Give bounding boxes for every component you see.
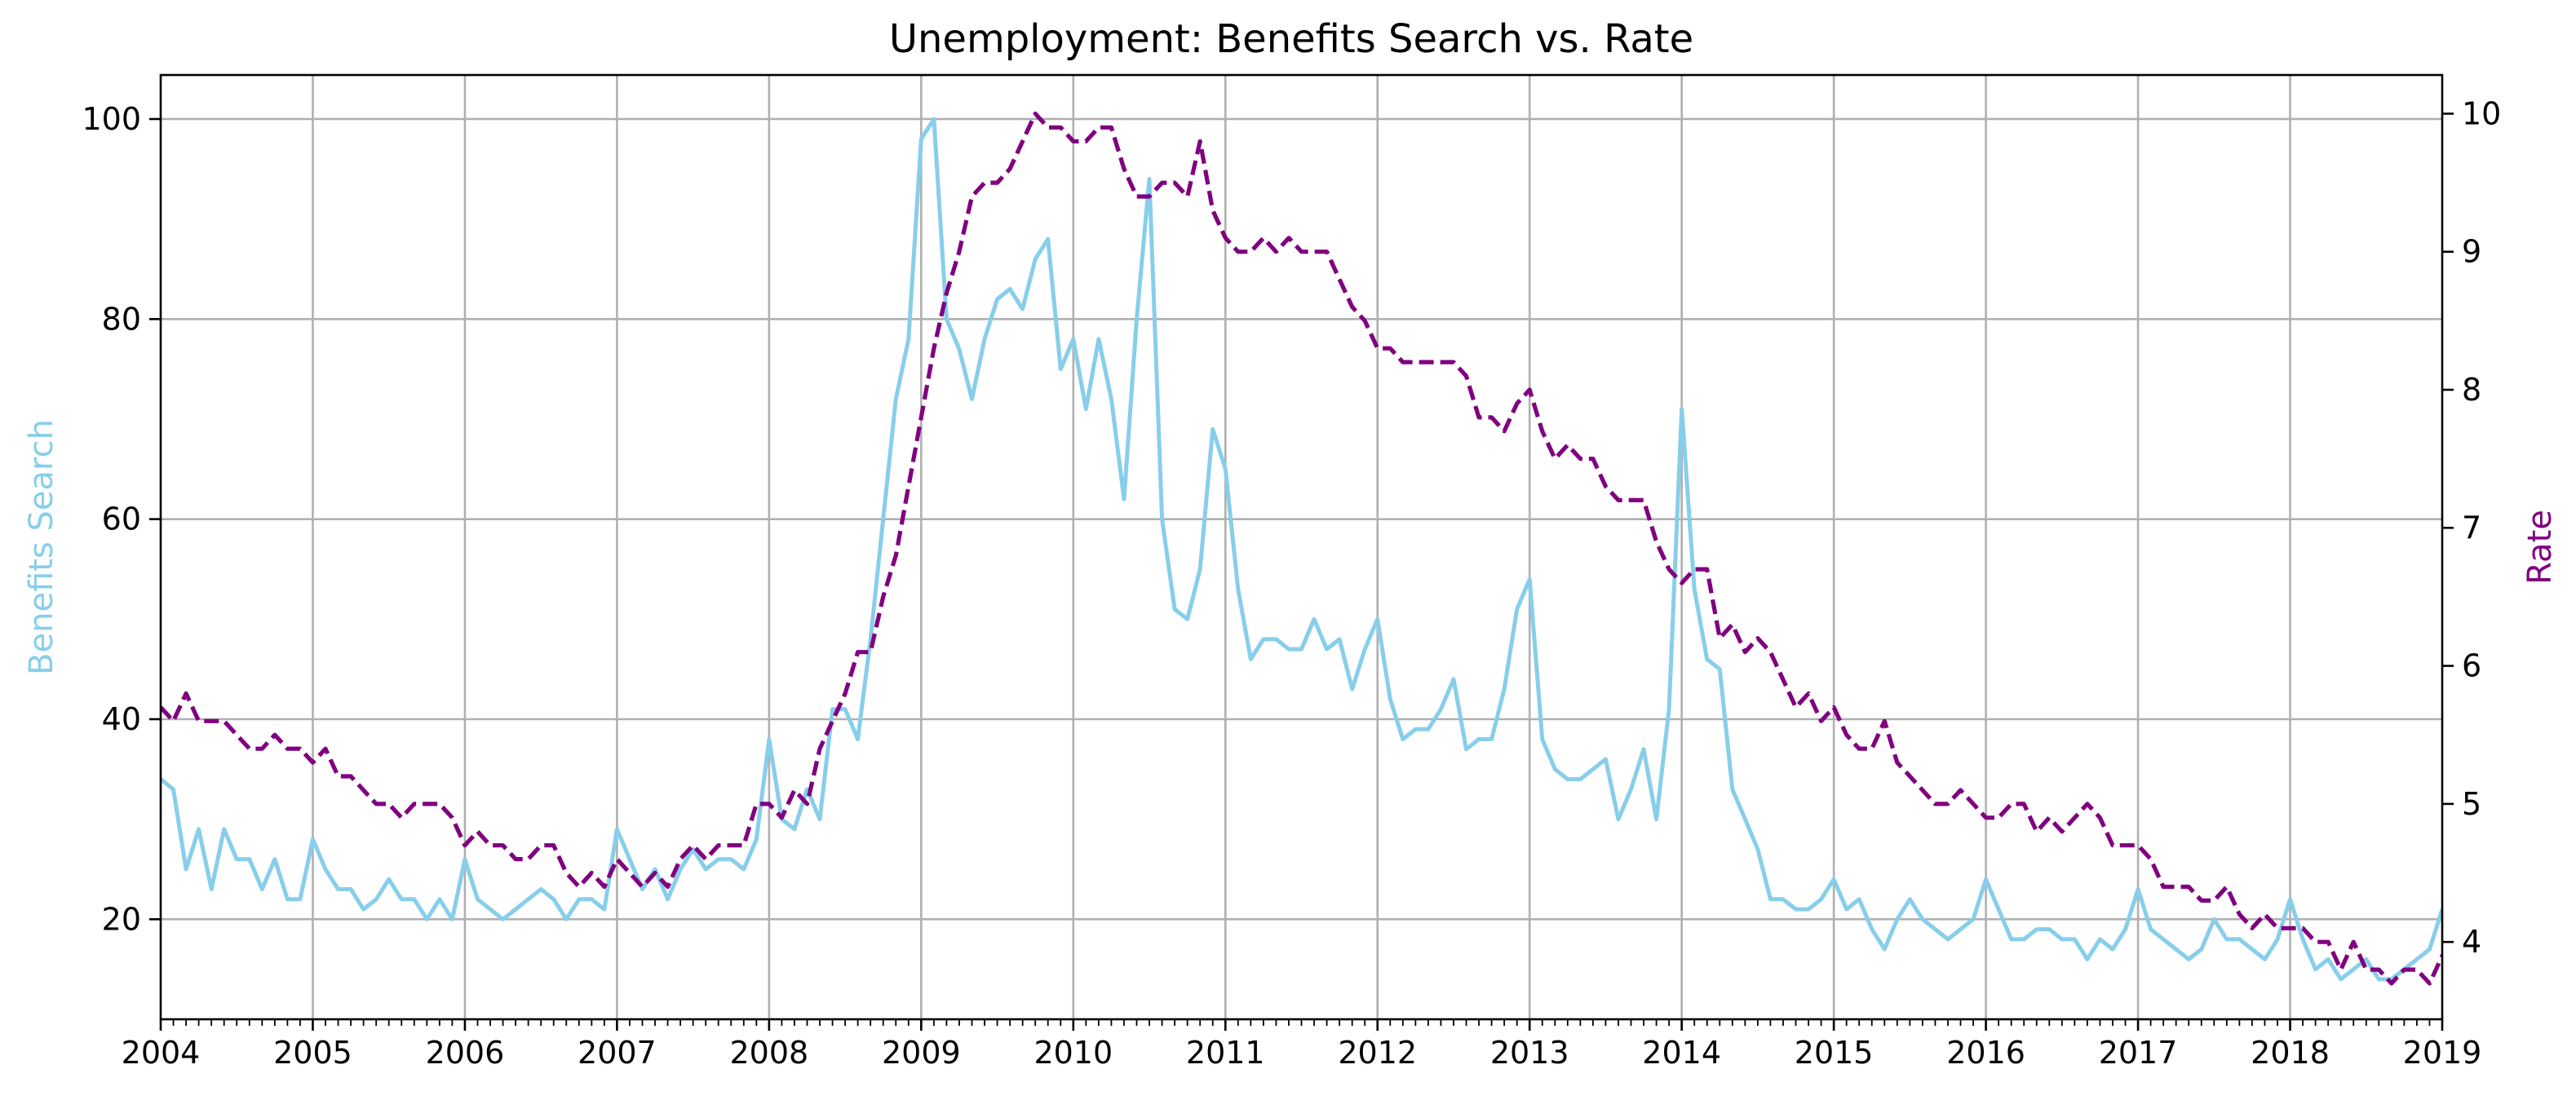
axes: 2004 2005 2006 2007 2008 2009 2010 2011 2012 2013… xyxy=(82,95,2501,1071)
x-tick-label: 2019 xyxy=(2403,1035,2482,1071)
rate-line xyxy=(161,111,2442,986)
right-y-tick-label: 6 xyxy=(2462,648,2481,684)
right-y-tick-label: 5 xyxy=(2462,786,2481,822)
right-y-tick-label: 10 xyxy=(2462,95,2501,131)
x-tick-label: 2009 xyxy=(882,1035,961,1071)
x-tick-label: 2010 xyxy=(1033,1035,1113,1071)
x-tick-label: 2007 xyxy=(578,1035,657,1071)
right-y-tick-label: 7 xyxy=(2462,510,2481,546)
x-tick-label: 2004 xyxy=(122,1035,201,1071)
x-tick-label: 2012 xyxy=(1338,1035,1417,1071)
x-tick-label: 2011 xyxy=(1186,1035,1265,1071)
right-axis-label: Rate xyxy=(2521,510,2559,585)
x-tick-label: 2017 xyxy=(2099,1035,2178,1071)
x-tick-label: 2016 xyxy=(1946,1035,2025,1071)
left-y-tick-label: 40 xyxy=(102,701,141,737)
x-tick-label: 2005 xyxy=(273,1035,352,1071)
right-y-tick-label: 8 xyxy=(2462,372,2481,408)
x-tick-label: 2008 xyxy=(730,1035,809,1071)
x-tick-label: 2018 xyxy=(2251,1035,2330,1071)
chart-title: Unemployment: Benefits Search vs. Rate xyxy=(889,16,1693,62)
x-tick-label: 2014 xyxy=(1642,1035,1721,1071)
x-tick-label: 2015 xyxy=(1795,1035,1874,1071)
left-y-tick-label: 100 xyxy=(82,101,141,137)
left-y-tick-label: 60 xyxy=(102,501,141,537)
benefits-search-line xyxy=(161,117,2442,982)
right-y-tick-label: 4 xyxy=(2462,924,2481,960)
grid-lines xyxy=(161,75,2442,1019)
left-y-tick-label: 20 xyxy=(102,901,141,937)
left-y-tick-label: 80 xyxy=(102,301,141,337)
series-layer xyxy=(161,111,2442,986)
x-tick-label: 2006 xyxy=(426,1035,505,1071)
right-y-tick-label: 9 xyxy=(2462,234,2481,270)
x-tick-label: 2013 xyxy=(1490,1035,1569,1071)
left-axis-label: Benefits Search xyxy=(23,419,60,675)
